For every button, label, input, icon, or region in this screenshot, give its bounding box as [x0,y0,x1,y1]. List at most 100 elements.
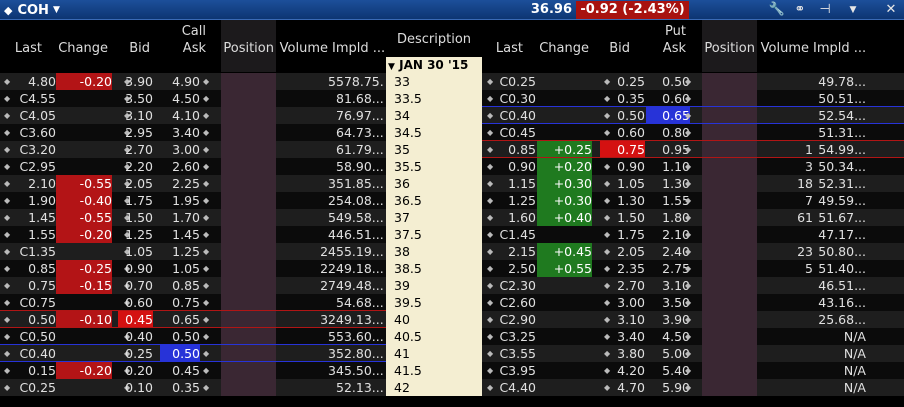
call-position[interactable] [221,192,276,209]
put-ask[interactable]: 5.90 [662,380,690,395]
call-implied[interactable]: 578.75... [336,74,385,89]
call-last[interactable]: 0.50 [28,312,56,327]
call-position[interactable] [221,243,276,260]
call-last[interactable]: 2.10 [28,176,56,191]
put-implied[interactable]: 50.80... [818,244,866,259]
call-bid[interactable]: 2.20 [125,159,153,174]
put-position[interactable] [702,90,757,107]
strike-description[interactable]: 41 [386,345,482,362]
put-volume[interactable] [757,226,813,243]
link-icon[interactable]: ⚭ [794,2,806,17]
call-last[interactable]: C0.25 [19,380,56,395]
call-last[interactable]: C3.60 [19,125,56,140]
call-change[interactable]: -0.25 [56,260,112,277]
put-change[interactable] [537,90,592,107]
table-row[interactable]: ◆ C0.40 ◆ 0.25 0.50 ◆ 3 52.80... 41 ◆ C3.55 ◆ 3.80 5.… [0,345,904,362]
put-position[interactable] [702,73,757,90]
call-volume[interactable]: 3 [328,363,336,378]
put-volume[interactable] [757,277,813,294]
put-volume[interactable] [757,294,813,311]
put-ask[interactable]: 2.40 [662,244,690,259]
call-implied[interactable]: 76.97... [336,108,384,123]
put-implied[interactable]: 49.78... [818,74,866,89]
put-last[interactable]: C0.30 [499,91,536,106]
strike-description[interactable]: 35 [386,141,482,158]
strike-description[interactable]: 38 [386,243,482,260]
put-last[interactable]: C0.25 [499,74,536,89]
put-position[interactable] [702,362,757,379]
col-header-call-change[interactable]: Change [58,41,108,56]
table-row[interactable]: ◆ 1.45 -0.55 ◆ 1.50 1.70 ◆ 5 49.58... 37 ◆ 1.60 +0.4… [0,209,904,226]
put-ask[interactable]: 1.55 [662,193,690,208]
call-ask[interactable]: 2.25 [172,176,200,191]
put-last[interactable]: 1.15 [508,176,536,191]
put-last[interactable]: C1.45 [499,227,536,242]
table-row[interactable]: ◆4.80-0.20◆3.904.90◆5578.75...33◆C0.25◆0… [0,73,904,90]
call-ask[interactable]: 0.45 [172,363,200,378]
put-last[interactable]: C4.40 [499,380,536,395]
call-ask[interactable]: 4.10 [172,108,200,123]
strike-description[interactable]: 39.5 [386,294,482,311]
call-change[interactable] [56,328,112,345]
call-ask[interactable]: 3.00 [172,142,200,157]
call-last[interactable]: 0.15 [28,363,56,378]
call-volume[interactable] [276,141,336,158]
call-ask[interactable]: 4.90 [172,74,200,89]
call-volume[interactable]: 2 [328,193,336,208]
call-volume[interactable]: 5 [328,329,336,344]
table-row[interactable]: ◆ C0.50 ◆ 0.40 0.50 ◆ 5 53.60... 40.5 ◆ C3.25 ◆ 3.40… [0,328,904,345]
put-volume[interactable] [757,345,813,362]
chevron-down-icon[interactable]: ▼ [52,5,60,15]
col-header-put-implied[interactable]: Impld ... [813,41,867,56]
call-last[interactable]: 4.80 [28,74,56,89]
table-row[interactable]: ◆ C0.25 ◆ 0.10 0.35 ◆ 52.13... 42 ◆ C4.40 ◆ 4.70 5.9… [0,379,904,396]
call-bid[interactable]: 3.10 [125,108,153,123]
table-row[interactable]: ◆ 2.10 -0.55 ◆ 2.05 2.25 ◆ 3 51.85... 36 ◆ 1.15 +0.3… [0,175,904,192]
put-bid[interactable]: 1.30 [617,193,645,208]
put-last[interactable]: 0.85 [508,142,536,157]
call-change[interactable]: -0.20 [56,362,112,379]
put-volume[interactable] [757,90,813,107]
put-change[interactable] [537,294,592,311]
call-bid[interactable]: 1.50 [125,210,153,225]
put-ask[interactable]: 0.65 [646,107,690,124]
close-icon[interactable]: ✕ [885,2,897,17]
call-implied[interactable]: 52.80... [336,346,384,361]
call-ask[interactable]: 1.70 [172,210,200,225]
call-implied[interactable]: 52.13... [336,380,384,395]
call-last[interactable]: C0.50 [19,329,56,344]
put-bid[interactable]: 0.35 [617,91,645,106]
put-position[interactable] [702,294,757,311]
call-change[interactable] [56,294,112,311]
call-bid[interactable]: 3.50 [125,91,153,106]
put-volume[interactable] [757,311,813,328]
table-row[interactable]: ◆ 1.90 -0.40 ◆ 1.75 1.95 ◆ 2 54.08... 36.5 ◆ 1.25 +0… [0,192,904,209]
call-change[interactable]: -0.10 [56,311,112,328]
put-last[interactable]: C2.30 [499,278,536,293]
put-ask[interactable]: 1.30 [662,176,690,191]
put-implied[interactable]: 50.34... [818,159,866,174]
put-ask[interactable]: 3.90 [662,312,690,327]
call-ask[interactable]: 1.95 [172,193,200,208]
call-change[interactable] [56,243,112,260]
call-implied[interactable]: 64.73... [336,125,384,140]
call-implied[interactable]: 55.19... [336,244,384,259]
call-ask[interactable]: 2.60 [172,159,200,174]
call-ask[interactable]: 0.50 [160,345,200,362]
put-ask[interactable]: 2.10 [662,227,690,242]
put-volume[interactable]: 5 [805,261,813,276]
call-ask[interactable]: 3.40 [172,125,200,140]
strike-description[interactable]: 35.5 [386,158,482,175]
call-last[interactable]: C0.75 [19,295,56,310]
call-last[interactable]: C1.35 [19,244,56,259]
call-bid[interactable]: 0.20 [125,363,153,378]
put-bid[interactable]: 1.05 [617,176,645,191]
call-change[interactable]: -0.40 [56,192,112,209]
call-bid[interactable]: 0.40 [125,329,153,344]
call-volume[interactable]: 24 [320,244,336,259]
put-ask[interactable]: 0.80 [662,125,690,140]
call-change[interactable] [56,90,112,107]
col-header-put-change[interactable]: Change [539,41,589,56]
call-ask[interactable]: 0.85 [172,278,200,293]
call-position[interactable] [221,345,276,362]
